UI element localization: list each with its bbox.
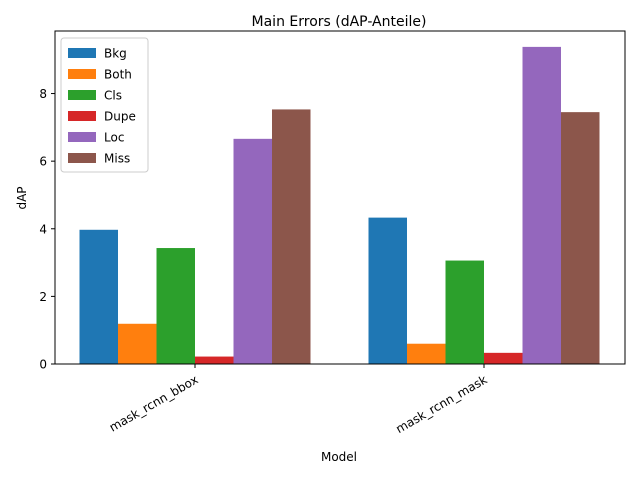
bar-dupe-mask_rcnn_mask [484, 352, 523, 364]
y-tick-label: 6 [39, 155, 47, 169]
bar-loc-mask_rcnn_bbox [233, 138, 272, 364]
bar-miss-mask_rcnn_bbox [272, 109, 311, 365]
legend-label-bkg: Bkg [104, 47, 127, 61]
legend-swatch-miss [68, 153, 96, 163]
legend-swatch-loc [68, 132, 96, 142]
y-tick-label: 4 [39, 222, 47, 236]
x-tick-label: mask_rcnn_mask [393, 372, 489, 436]
legend-swatch-bkg [68, 48, 96, 58]
plot-frame [54, 30, 626, 365]
legend-swatch-dupe [68, 111, 96, 121]
legend-label-miss: Miss [104, 152, 130, 166]
y-tick-label: 2 [39, 290, 47, 304]
y-axis-label: dAP [15, 186, 29, 209]
legend-swatch-cls [68, 90, 96, 100]
bar-both-mask_rcnn_mask [407, 343, 446, 364]
legend-label-cls: Cls [104, 89, 122, 103]
bar-cls-mask_rcnn_bbox [156, 248, 195, 364]
bar-bkg-mask_rcnn_mask [368, 217, 407, 364]
bar-bkg-mask_rcnn_bbox [79, 229, 118, 364]
bar-both-mask_rcnn_bbox [118, 323, 157, 364]
legend-label-dupe: Dupe [104, 110, 136, 124]
x-axis: mask_rcnn_bbox mask_rcnn_mask [107, 364, 490, 436]
x-axis-label: Model [321, 450, 357, 464]
legend-label-loc: Loc [104, 131, 124, 145]
bar-miss-mask_rcnn_mask [561, 112, 600, 364]
y-tick-label: 0 [39, 358, 47, 372]
bar-cls-mask_rcnn_mask [445, 260, 484, 364]
legend-swatch-both [68, 69, 96, 79]
legend-label-both: Both [104, 68, 132, 82]
y-axis: 0 2 4 6 8 [39, 87, 55, 372]
chart-title: Main Errors (dAP-Anteile) [252, 14, 427, 30]
bars-group [79, 46, 600, 365]
y-tick-label: 8 [39, 87, 47, 101]
bar-loc-mask_rcnn_mask [522, 46, 561, 364]
x-tick-label: mask_rcnn_bbox [107, 372, 201, 434]
bar-dupe-mask_rcnn_bbox [195, 356, 234, 364]
legend: Bkg Both Cls Dupe Loc Miss [60, 37, 149, 173]
